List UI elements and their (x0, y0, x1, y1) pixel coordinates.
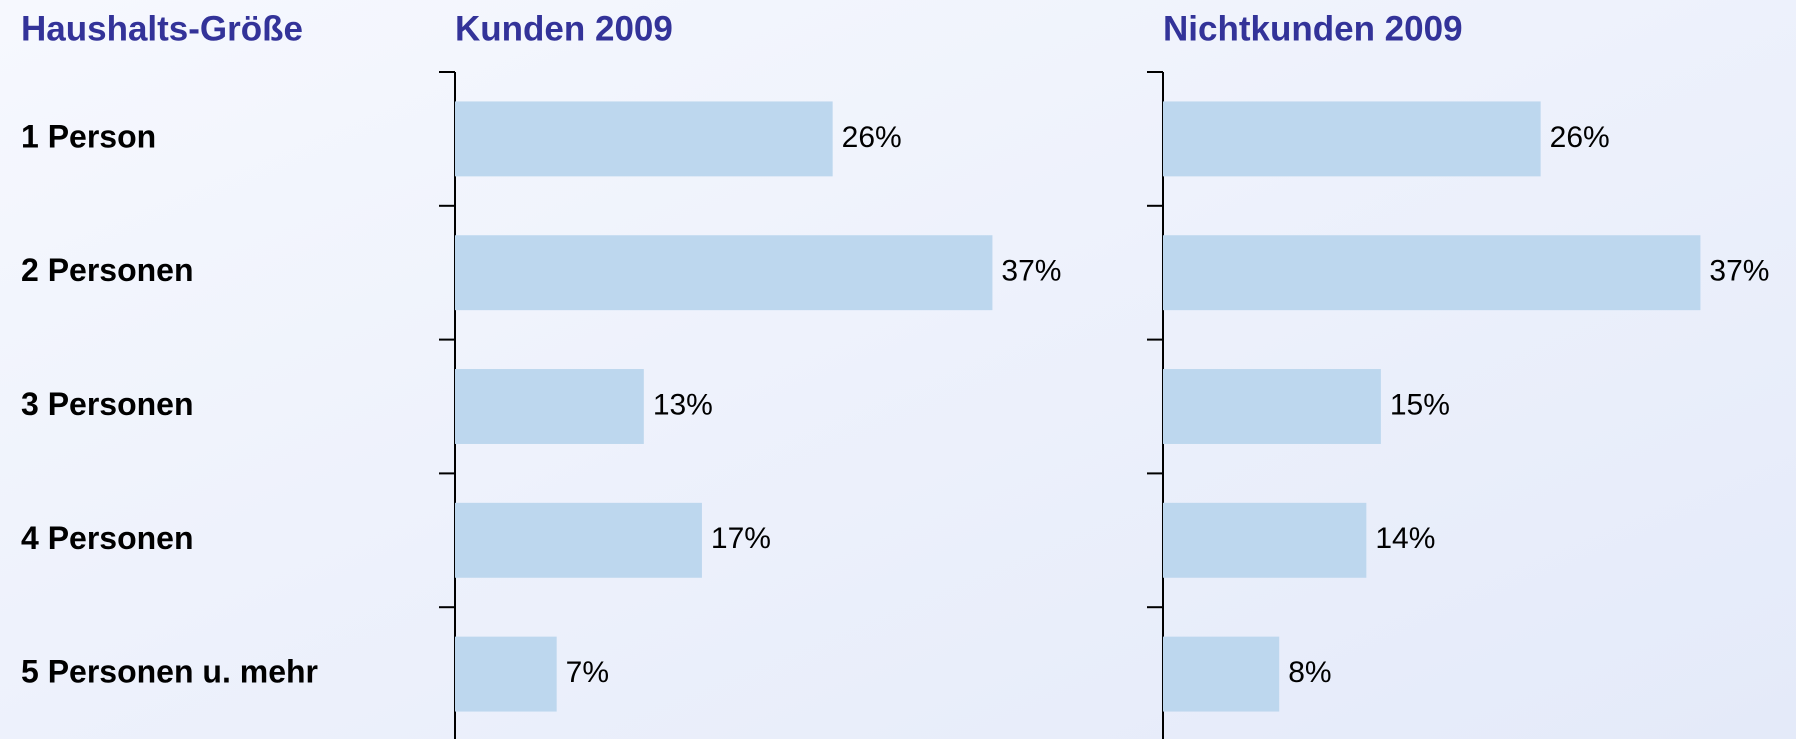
bar (455, 235, 993, 311)
bar (1163, 101, 1541, 177)
category-label: 4 Personen (21, 520, 194, 556)
value-label: 8% (1288, 656, 1331, 689)
value-label: 26% (842, 121, 902, 154)
category-label: 2 Personen (21, 252, 194, 288)
value-label: 37% (1001, 255, 1061, 288)
value-label: 15% (1390, 388, 1450, 421)
category-label: 3 Personen (21, 386, 194, 422)
value-label: 7% (566, 656, 609, 689)
bar (1163, 369, 1381, 444)
value-label: 26% (1550, 121, 1610, 154)
bar (455, 636, 557, 712)
value-label: 17% (711, 522, 771, 555)
bar (455, 369, 644, 444)
chart-title: Kunden 2009 (455, 9, 673, 48)
row-header: Haushalts-Größe (21, 9, 303, 48)
bar (1163, 636, 1280, 712)
chart-title: Nichtkunden 2009 (1163, 9, 1463, 48)
bar (455, 502, 702, 578)
bar (1163, 502, 1367, 578)
bar (1163, 235, 1701, 311)
value-label: 37% (1709, 255, 1769, 288)
bar (455, 101, 833, 177)
category-label: 1 Person (21, 118, 156, 154)
value-label: 14% (1375, 522, 1435, 555)
value-label: 13% (653, 388, 713, 421)
category-label: 5 Personen u. mehr (21, 654, 318, 690)
